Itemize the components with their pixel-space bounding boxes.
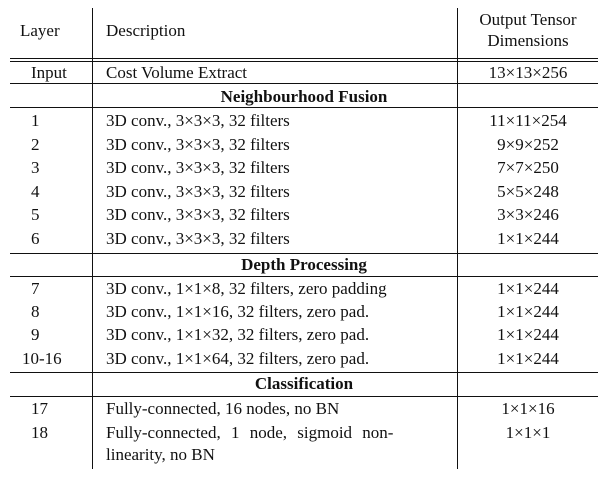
row-description: Fully-connected, 1 node, sigmoid non- — [106, 423, 394, 442]
row-layer: 5 — [31, 205, 40, 224]
section-title: Depth Processing — [241, 255, 367, 274]
section-rule — [10, 276, 598, 277]
input-output: 13×13×256 — [488, 63, 568, 82]
header-rule — [10, 58, 598, 59]
row-output: 1×1×1 — [505, 423, 551, 442]
section-rule — [10, 396, 598, 397]
row-layer: 4 — [31, 182, 40, 201]
header-output-line1: Output Tensor — [479, 10, 577, 29]
row-layer: 2 — [31, 135, 40, 154]
row-output: 1×1×244 — [497, 349, 559, 368]
section-rule — [10, 253, 598, 254]
header-output-line2: Dimensions — [487, 31, 569, 50]
column-divider-output — [457, 8, 458, 469]
row-layer: 3 — [31, 158, 40, 177]
row-layer: 9 — [31, 325, 40, 344]
header-layer: Layer — [20, 21, 60, 40]
section-title: Neighbourhood Fusion — [220, 87, 388, 106]
column-divider-layer — [92, 8, 93, 469]
row-output: 1×1×244 — [497, 325, 559, 344]
row-description: 3D conv., 1×1×64, 32 filters, zero pad. — [106, 349, 370, 368]
row-description-continued: linearity, no BN — [106, 445, 215, 464]
section-title: Classification — [254, 374, 354, 393]
row-layer: 8 — [31, 302, 40, 321]
input-layer: Input — [31, 63, 67, 82]
row-description: 3D conv., 1×1×8, 32 filters, zero paddin… — [106, 279, 387, 298]
row-description: 3D conv., 3×3×3, 32 filters — [106, 205, 290, 224]
row-layer: 6 — [31, 229, 40, 248]
input-description: Cost Volume Extract — [106, 63, 248, 82]
row-description: 3D conv., 1×1×16, 32 filters, zero pad. — [106, 302, 370, 321]
row-output: 5×5×248 — [497, 182, 559, 201]
row-layer: 7 — [31, 279, 40, 298]
row-output: 1×1×16 — [501, 399, 555, 418]
section-rule — [10, 107, 598, 108]
row-output: 9×9×252 — [497, 135, 559, 154]
row-description: 3D conv., 3×3×3, 32 filters — [106, 182, 290, 201]
row-output: 7×7×250 — [497, 158, 559, 177]
row-layer: 1 — [31, 111, 40, 130]
row-layer: 17 — [31, 399, 48, 418]
row-output: 1×1×244 — [497, 302, 559, 321]
row-layer: 10-16 — [22, 349, 62, 368]
row-layer: 18 — [31, 423, 48, 442]
row-description: 3D conv., 3×3×3, 32 filters — [106, 111, 290, 130]
row-output: 3×3×246 — [497, 205, 559, 224]
row-description: Fully-connected, 16 nodes, no BN — [106, 399, 340, 418]
header-rule-double — [10, 61, 598, 62]
row-description: 3D conv., 3×3×3, 32 filters — [106, 135, 290, 154]
row-description: 3D conv., 3×3×3, 32 filters — [106, 229, 290, 248]
section-rule — [10, 83, 598, 84]
row-output: 11×11×254 — [489, 111, 567, 130]
row-output: 1×1×244 — [497, 279, 559, 298]
row-description: 3D conv., 1×1×32, 32 filters, zero pad. — [106, 325, 370, 344]
section-rule — [10, 372, 598, 373]
row-description: 3D conv., 3×3×3, 32 filters — [106, 158, 290, 177]
header-description: Description — [106, 21, 186, 40]
row-output: 1×1×244 — [497, 229, 559, 248]
